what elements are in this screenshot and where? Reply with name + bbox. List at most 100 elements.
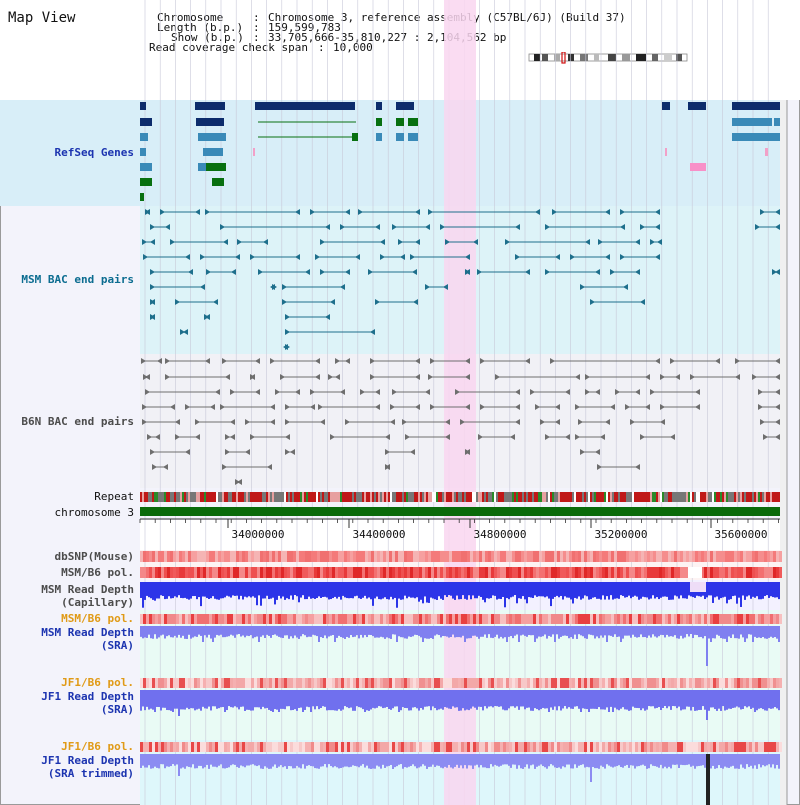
pol-cell — [236, 742, 239, 752]
repeat-block — [574, 492, 576, 502]
depth-bar — [512, 754, 514, 765]
pol-cell — [590, 742, 593, 752]
bac-end-marker — [650, 239, 655, 245]
depth-bar — [412, 690, 414, 708]
gene-exon — [140, 102, 146, 110]
depth-bar — [588, 690, 590, 712]
depth-bar — [586, 626, 588, 639]
pol-cell — [194, 614, 197, 624]
gene-marker — [665, 148, 667, 156]
pol-cell — [494, 742, 497, 752]
pol-cell — [305, 614, 308, 624]
pol-cell — [587, 678, 590, 688]
track-label-msm-b6-pol-2[interactable]: MSM/B6 pol. — [61, 612, 134, 625]
depth-bar — [544, 754, 546, 768]
depth-bar — [360, 626, 362, 635]
track-label-jf1-depth-trim[interactable]: JF1 Read Depth — [41, 754, 134, 767]
depth-bar — [188, 690, 190, 710]
track-label-msm-bac[interactable]: MSM BAC end pairs — [21, 273, 134, 286]
depth-bar — [404, 754, 406, 768]
bac-end-marker — [585, 239, 590, 245]
track-label-jf1-b6-pol-2[interactable]: JF1/B6 pol. — [61, 740, 134, 753]
depth-bar — [692, 690, 694, 707]
depth-bar — [500, 582, 502, 600]
depth-bar — [728, 626, 730, 637]
track-label-repeat[interactable]: Repeat — [94, 490, 134, 503]
repeat-block — [186, 492, 188, 502]
track-label-jf1-b6-pol-1[interactable]: JF1/B6 pol. — [61, 676, 134, 689]
pol-cell — [719, 614, 722, 624]
bac-end-marker — [775, 358, 780, 364]
depth-bar — [162, 754, 164, 765]
pol-cell — [389, 742, 392, 752]
pol-cell — [500, 551, 503, 562]
track-label-msm-depth-cap[interactable]: MSM Read Depth — [41, 583, 134, 596]
pol-cell — [614, 551, 617, 562]
depth-bar — [608, 582, 610, 600]
depth-bar — [360, 754, 362, 766]
depth-bar — [312, 754, 314, 767]
chromosome-sep: : — [253, 11, 260, 24]
pol-cell — [527, 614, 530, 624]
depth-bar — [216, 690, 218, 709]
depth-bar — [260, 626, 262, 637]
depth-bar — [142, 754, 144, 766]
repeat-block — [402, 492, 404, 502]
depth-bar — [210, 626, 212, 639]
pol-cell — [320, 614, 323, 624]
depth-bar — [534, 754, 536, 769]
pol-cell — [644, 742, 647, 752]
chromosome-ideogram[interactable] — [528, 52, 690, 64]
pol-cell — [260, 678, 263, 688]
pol-cell — [305, 567, 308, 578]
depth-bar — [282, 582, 284, 597]
pol-cell — [560, 551, 563, 562]
pol-cell — [509, 614, 512, 624]
pol-cell — [170, 551, 173, 562]
depth-bar — [752, 690, 754, 708]
repeat-block — [558, 492, 560, 502]
depth-bar — [422, 582, 424, 604]
pol-cell — [443, 742, 446, 752]
depth-bar — [214, 690, 216, 707]
depth-bar — [450, 754, 452, 768]
pol-cell — [254, 614, 257, 624]
msm-cap-depth — [140, 582, 780, 608]
pol-cell — [716, 614, 719, 624]
bac-end-marker — [605, 254, 610, 260]
repeat-block — [682, 492, 684, 502]
repeat-block — [606, 492, 608, 502]
depth-bar — [314, 626, 316, 636]
depth-bar — [700, 690, 702, 710]
depth-bar — [530, 754, 532, 766]
bac-end-marker — [580, 284, 585, 290]
track-label-dbsnp[interactable]: dbSNP(Mouse) — [54, 550, 134, 563]
depth-bar — [410, 754, 412, 766]
depth-bar — [546, 626, 548, 639]
repeat-block — [658, 492, 660, 502]
depth-bar — [212, 626, 214, 642]
depth-bar — [240, 690, 242, 707]
track-label-msm-b6-pol-1[interactable]: MSM/B6 pol. — [61, 566, 134, 579]
depth-bar — [712, 690, 714, 708]
depth-bar — [614, 754, 616, 767]
track-label-b6n-bac[interactable]: B6N BAC end pairs — [21, 415, 134, 428]
pol-cell — [773, 567, 776, 578]
bac-end-marker — [575, 434, 580, 440]
pol-cell — [362, 678, 365, 688]
pol-cell — [701, 567, 704, 578]
pol-cell — [407, 567, 410, 578]
track-label-msm-depth-sra[interactable]: MSM Read Depth — [41, 626, 134, 639]
pol-cell — [431, 678, 434, 688]
depth-bar — [338, 690, 340, 710]
track-label-chromosome: chromosome 3 — [54, 506, 134, 519]
track-label-refseq[interactable]: RefSeq Genes — [54, 146, 134, 159]
depth-bar — [510, 690, 512, 707]
depth-bar — [522, 626, 524, 635]
bac-end-marker — [315, 358, 320, 364]
pol-cell — [683, 678, 686, 688]
track-label-jf1-depth-sra[interactable]: JF1 Read Depth — [41, 690, 134, 703]
pol-cell — [530, 678, 533, 688]
bac-end-marker — [473, 239, 478, 245]
